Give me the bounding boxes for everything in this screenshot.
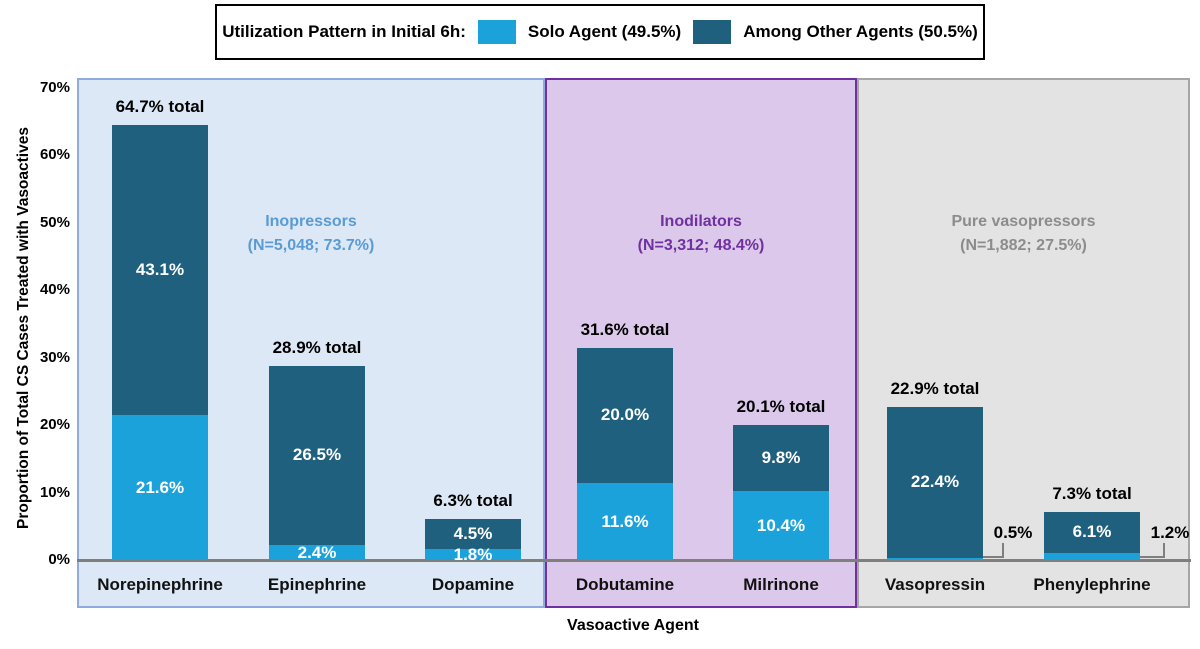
- bar-phenylephrine-among-value: 6.1%: [1072, 522, 1112, 542]
- x-category-label-dobutamine: Dobutamine: [575, 575, 675, 594]
- bar-vasopressin-solo-value-callout: 0.5%: [993, 523, 1033, 542]
- bar-vasopressin-among-segment: [887, 406, 983, 558]
- bar-epinephrine-total-label: 28.9% total: [272, 338, 362, 358]
- bar-norepinephrine-total-label: 64.7% total: [115, 96, 205, 116]
- y-tick-70: 70%: [39, 78, 70, 96]
- bar-milrinone-among-segment: [733, 424, 829, 491]
- legend-label-among-other-agents: Among Other Agents (50.5%): [743, 22, 978, 41]
- bar-dobutamine-solo-segment: [577, 482, 673, 561]
- bar-dopamine-solo-value: 1.8%: [453, 544, 493, 564]
- bar-epinephrine-among-value: 26.5%: [292, 445, 342, 465]
- x-category-label-norepinephrine: Norepinephrine: [97, 575, 223, 594]
- bar-vasopressin-among-value: 22.4%: [910, 472, 960, 492]
- y-tick-30: 30%: [39, 348, 70, 366]
- bar-phenylephrine-solo-value-callout: 1.2%: [1150, 523, 1190, 542]
- x-category-label-dopamine: Dopamine: [431, 575, 515, 594]
- bar-dopamine-solo-segment: [425, 548, 521, 561]
- bar-phenylephrine-total-label: 7.3% total: [1052, 483, 1132, 503]
- legend-label-solo-agent: Solo Agent (49.5%): [527, 22, 682, 41]
- x-axis-title: Vasoactive Agent: [567, 617, 699, 634]
- legend-swatch-among-other-agents: [693, 20, 732, 44]
- x-axis-line: [77, 559, 1191, 562]
- bar-dopamine-among-value: 4.5%: [453, 523, 493, 543]
- bar-dobutamine-among-value: 20.0%: [600, 405, 650, 425]
- bar-phenylephrine-callout-leader-line: [1140, 543, 1165, 558]
- y-tick-60: 60%: [39, 146, 70, 164]
- y-tick-50: 50%: [39, 213, 70, 231]
- bar-vasopressin-callout-leader-line: [983, 543, 1004, 558]
- bar-milrinone-total-label: 20.1% total: [736, 396, 826, 416]
- bar-norepinephrine-among-value: 43.1%: [135, 260, 185, 280]
- bar-phenylephrine-among-segment: [1044, 511, 1140, 553]
- bar-epinephrine-solo-value: 2.4%: [297, 542, 337, 562]
- y-tick-0: 0%: [48, 551, 70, 568]
- x-category-label-milrinone: Milrinone: [743, 575, 819, 594]
- bar-norepinephrine-solo-segment: [112, 415, 208, 561]
- bar-milrinone-solo-value: 10.4%: [756, 515, 806, 535]
- bar-epinephrine-solo-segment: [269, 544, 365, 561]
- legend-box: Utilization Pattern in Initial 6h: Solo …: [215, 4, 985, 60]
- bar-epinephrine-among-segment: [269, 366, 365, 545]
- y-tick-10: 10%: [39, 483, 70, 501]
- legend-title: Utilization Pattern in Initial 6h:: [222, 22, 466, 41]
- x-category-label-phenylephrine: Phenylephrine: [1033, 575, 1151, 594]
- bar-milrinone-solo-segment: [733, 490, 829, 561]
- bar-norepinephrine-solo-value: 21.6%: [135, 478, 185, 498]
- group-label-inopressors: Inopressors (N=5,048; 73.7%): [247, 213, 375, 254]
- y-tick-40: 40%: [39, 281, 70, 299]
- bar-norepinephrine-among-segment: [112, 124, 208, 416]
- bar-milrinone-among-value: 9.8%: [761, 447, 801, 467]
- bar-vasopressin-total-label: 22.9% total: [890, 378, 980, 398]
- group-label-pure-vasopressors: Pure vasopressors (N=1,882; 27.5%): [951, 213, 1096, 254]
- bar-phenylephrine-solo-segment: [1044, 552, 1140, 561]
- y-tick-20: 20%: [39, 416, 70, 434]
- bar-dobutamine-among-segment: [577, 347, 673, 483]
- bar-dopamine-total-label: 6.3% total: [433, 490, 513, 510]
- x-category-label-epinephrine: Epinephrine: [267, 575, 367, 594]
- legend-swatch-solo-agent: [477, 20, 516, 44]
- bar-dobutamine-solo-value: 11.6%: [601, 511, 649, 531]
- group-label-inodilators: Inodilators (N=3,312; 48.4%): [637, 213, 765, 254]
- bar-dopamine-among-segment: [425, 518, 521, 549]
- bar-dobutamine-total-label: 31.6% total: [580, 319, 670, 339]
- x-category-label-vasopressin: Vasopressin: [884, 575, 986, 594]
